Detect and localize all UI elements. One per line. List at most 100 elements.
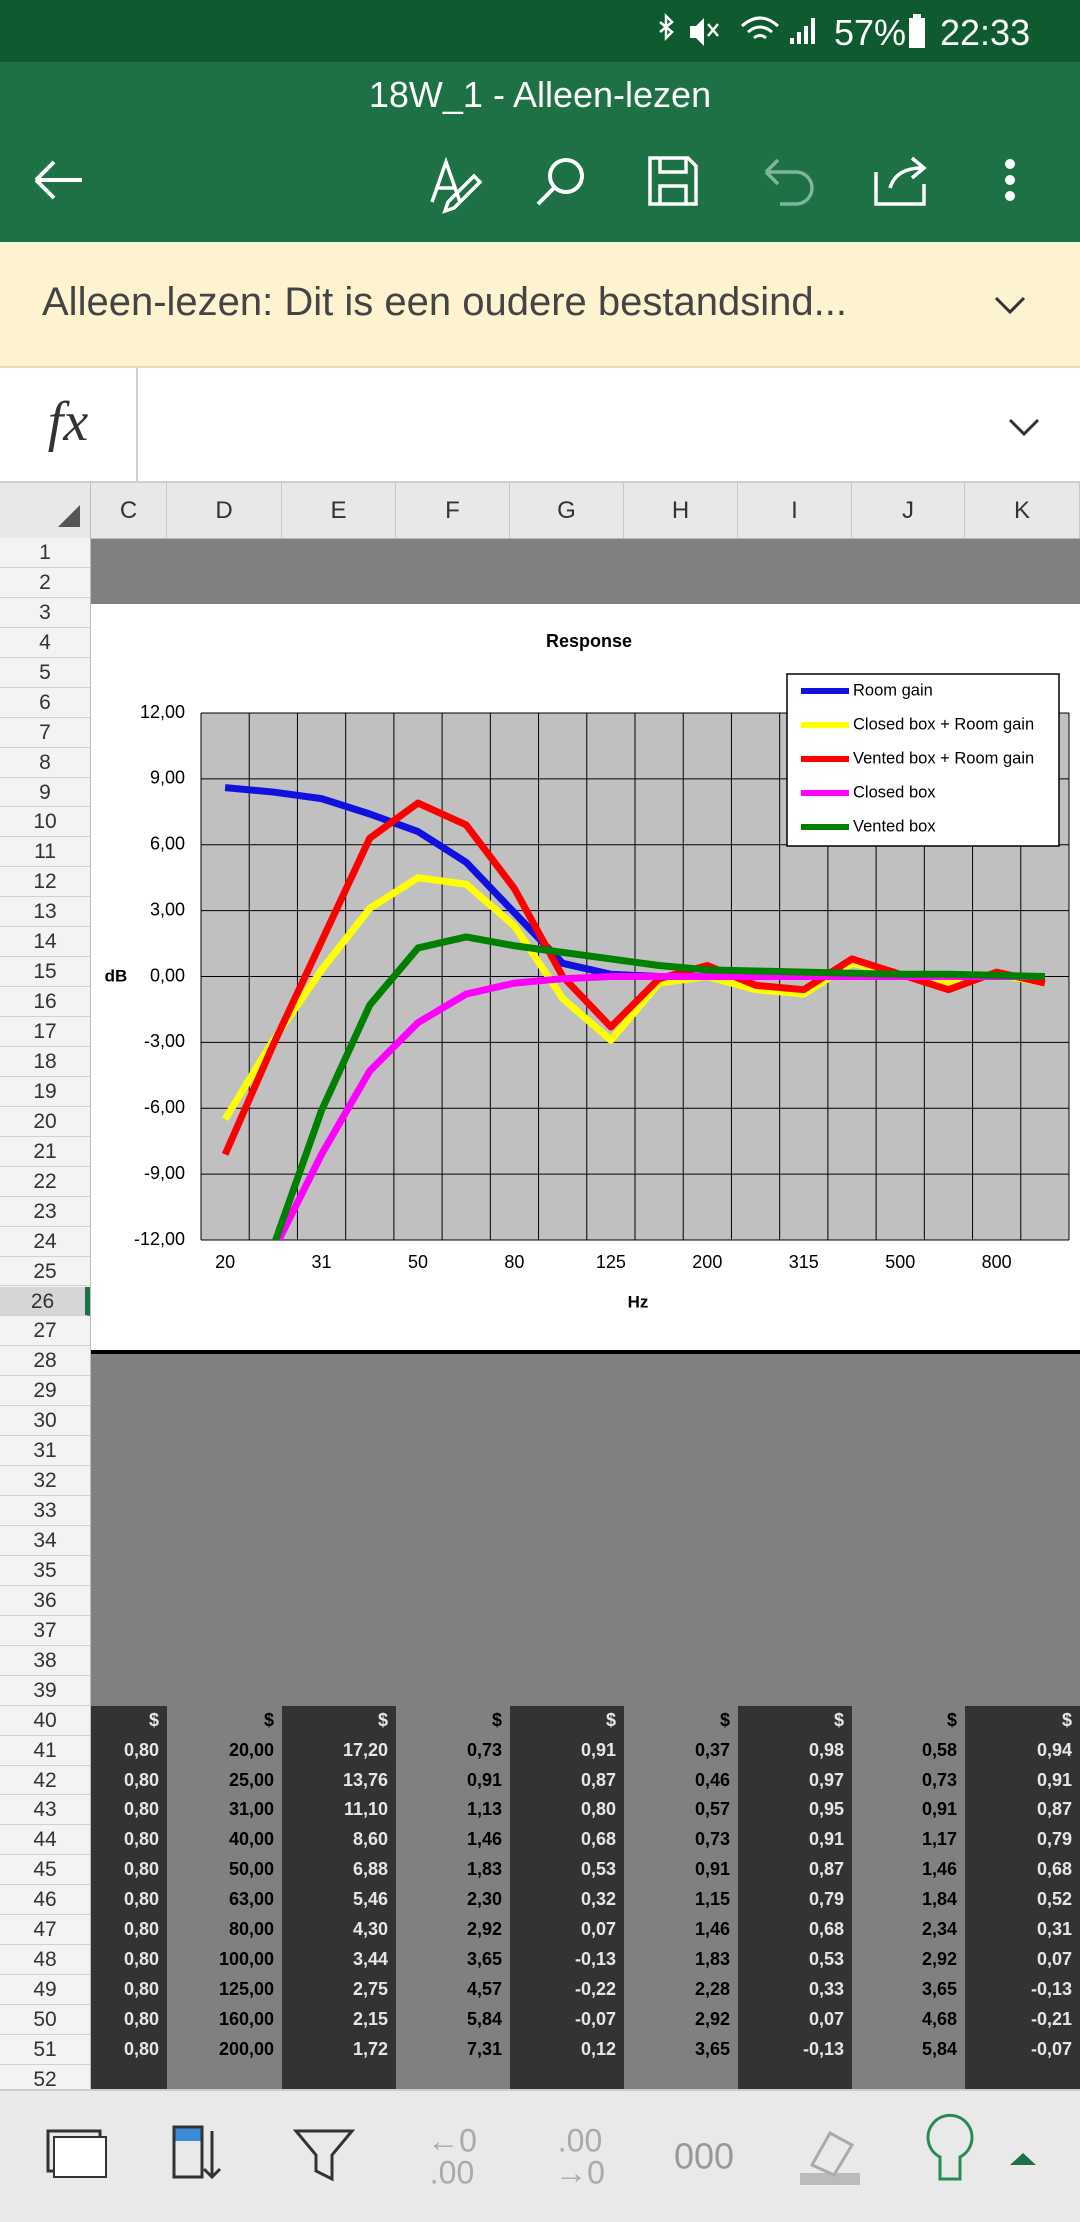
row-header: 27 — [0, 1316, 90, 1347]
fx-box[interactable]: fx — [0, 368, 138, 481]
column-header: G — [510, 483, 624, 538]
y-tick-label: 12,00 — [140, 702, 185, 722]
row-header: 39 — [0, 1676, 90, 1706]
thousands-icon[interactable]: 000 — [674, 2136, 734, 2177]
bottom-icons[interactable]: 000 ←0 .00 .00 →0 — [0, 2091, 1080, 2222]
x-tick-label: 31 — [312, 1252, 332, 1272]
y-tick-label: 9,00 — [150, 768, 185, 788]
cell: 2,28 — [694, 1979, 730, 2000]
cell: 0,80 — [123, 2039, 159, 2059]
cell: 0,87 — [808, 1859, 844, 1880]
toolbar-icons[interactable] — [0, 142, 1080, 222]
cell: 1,84 — [921, 1889, 957, 1910]
cell: 0,91 — [921, 1799, 957, 1820]
cell: 0,53 — [808, 1949, 844, 1970]
row-header: 5 — [0, 658, 90, 688]
dark-column — [510, 1705, 624, 2089]
row-header: 10 — [0, 807, 90, 838]
row-header: 46 — [0, 1885, 90, 1916]
row-header: 41 — [0, 1736, 90, 1766]
row-header: 18 — [0, 1047, 90, 1077]
cell: 1,83 — [466, 1859, 502, 1880]
row-header: 35 — [0, 1556, 90, 1586]
column-header: D — [167, 483, 282, 538]
row-header: 13 — [0, 897, 90, 928]
cell: -0,22 — [574, 1979, 616, 2000]
cell: 0,80 — [123, 1799, 159, 1820]
cell: 1,83 — [694, 1949, 730, 1970]
cell: 31,00 — [228, 1799, 274, 1820]
cell: 17,20 — [342, 1739, 388, 1760]
dark-column — [282, 1705, 396, 2089]
bottom-toolbar: 000 ←0 .00 .00 →0 — [0, 2089, 1080, 2222]
formula-chevron[interactable] — [1004, 412, 1044, 442]
legend-label: Closed box — [853, 783, 936, 801]
cell: 0,98 — [808, 1739, 844, 1760]
cell: 0,97 — [808, 1769, 844, 1790]
cell: 0,91 — [1036, 1769, 1072, 1790]
cell: 1,13 — [466, 1799, 502, 1820]
decrease-decimal-top[interactable]: ←0 — [427, 2122, 477, 2158]
fx-label: fx — [47, 391, 89, 453]
cell: 0,07 — [1036, 1949, 1072, 1970]
decrease-decimal-bottom[interactable]: .00 — [430, 2154, 474, 2190]
cell: -0,13 — [1030, 1979, 1072, 2000]
cell: 0,80 — [123, 2009, 159, 2030]
cell: 63,00 — [228, 1889, 274, 1910]
cell: 2,75 — [352, 1979, 388, 2000]
cell: 0,07 — [580, 1919, 616, 1940]
cell: 1,72 — [352, 2039, 388, 2059]
series-line — [271, 933, 1045, 1240]
row-header: 7 — [0, 718, 90, 748]
cell: -0,21 — [1030, 2009, 1072, 2030]
row-header: 43 — [0, 1795, 90, 1826]
y-axis-label: dB — [105, 966, 128, 985]
row-header: 14 — [0, 927, 90, 958]
row-header: 2 — [0, 568, 90, 598]
dark-column — [738, 1705, 852, 2089]
cell: 0,91 — [580, 1739, 616, 1760]
row-header: 15 — [0, 957, 90, 988]
banner-chevron[interactable] — [990, 290, 1030, 320]
row-header: 34 — [0, 1526, 90, 1556]
y-tick-label: -3,00 — [144, 1031, 185, 1051]
increase-decimal-bottom[interactable]: →0 — [555, 2154, 605, 2190]
increase-decimal-top[interactable]: .00 — [558, 2122, 602, 2158]
cell: 0,58 — [921, 1739, 957, 1760]
row-header: 9 — [0, 778, 90, 808]
column-header: E — [282, 483, 396, 538]
cell: 0,80 — [123, 1769, 159, 1790]
cell: 0,46 — [694, 1769, 730, 1790]
cell: 0,91 — [808, 1829, 844, 1850]
cell: $ — [833, 1709, 844, 1730]
status-icons — [659, 12, 815, 46]
cell: -0,13 — [802, 2039, 844, 2059]
row-header: 31 — [0, 1436, 90, 1467]
cell: 0,32 — [580, 1889, 616, 1910]
cell: 3,65 — [694, 2039, 730, 2059]
cell: 0,31 — [1036, 1919, 1072, 1940]
cell: 0,80 — [123, 1889, 159, 1910]
column-header: H — [624, 483, 738, 538]
cell: 13,76 — [342, 1769, 388, 1790]
row-header: 42 — [0, 1766, 90, 1796]
formula-bar: fx — [0, 368, 1080, 483]
cell: -0,13 — [574, 1949, 616, 1970]
cell: 3,65 — [466, 1949, 502, 1970]
cell: 0,79 — [1036, 1829, 1072, 1850]
cell: 0,68 — [1036, 1859, 1072, 1880]
cell: $ — [946, 1709, 957, 1730]
chart-border — [91, 1350, 1080, 1354]
row-header: 4 — [0, 628, 90, 658]
column-header: C — [91, 483, 167, 538]
row-header: 21 — [0, 1137, 90, 1167]
cell: 7,31 — [466, 2039, 502, 2059]
row-header: 6 — [0, 688, 90, 718]
row-header: 52 — [0, 2065, 90, 2089]
cell: 0,91 — [466, 1769, 502, 1790]
readonly-banner[interactable]: Alleen-lezen: Dit is een oudere bestands… — [0, 242, 1080, 368]
document-title: 18W_1 - Alleen-lezen — [368, 74, 712, 115]
x-axis-label: Hz — [628, 1292, 649, 1311]
cell: 4,30 — [352, 1919, 388, 1940]
cell: 0,95 — [808, 1799, 844, 1820]
